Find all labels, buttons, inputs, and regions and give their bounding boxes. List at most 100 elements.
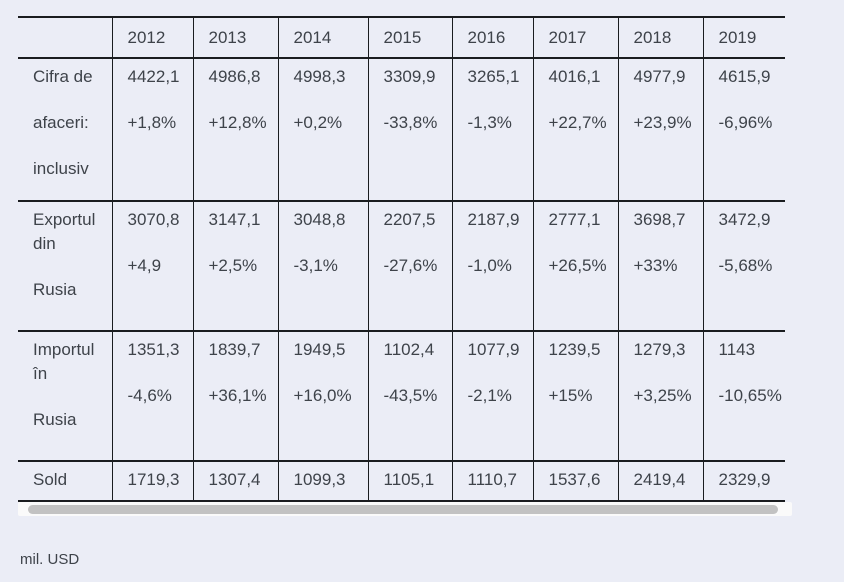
data-cell: 2187,9 -1,0% [451,201,533,331]
data-cell: 1537,6 [532,461,618,501]
cell-value: 4016,1 [548,67,601,86]
cell-value: 4422,1 [127,67,180,86]
cell-value: 2207,5 [383,210,436,229]
data-cell: 4977,9 +23,9% [617,58,703,201]
data-cell: 1279,3 +3,25% [617,331,703,461]
cell-value: 2187,9 [467,210,520,229]
row-label-line: Exportul din [33,210,96,253]
cell-value: 3070,8 [127,210,180,229]
cell-value: 2777,1 [548,210,601,229]
cell-value: 3698,7 [633,210,686,229]
cell-value: 4615,9 [718,67,771,86]
cell-value: 1077,9 [467,340,520,359]
row-label-cell: Importul în Rusia [18,331,112,461]
row-label-line: Importul în [33,340,95,383]
cell-value: 1102,4 [383,340,435,359]
row-label-cell: Sold [18,461,112,501]
data-cell: 1143 -10,65% [702,331,785,461]
data-cell: 1839,7 +36,1% [192,331,278,461]
table-row: Importul în Rusia 1351,3 -4,6% 1839,7 +36,1% 1… [18,331,785,461]
cell-value: 1143 [718,340,756,359]
cell-percent-change: +26,5% [548,256,607,275]
trade-table: 2012 2013 2014 2015 2016 2017 2018 2019 Cifra d… [18,16,785,502]
table-row: Sold 1719,3 1307,4 1099,3 1105,1 1110,7 1537,6… [18,461,785,501]
cell-percent-change: +3,25% [633,386,692,405]
year-header: 2017 [532,17,618,58]
cell-percent-change: -33,8% [383,113,438,132]
row-label-line: inclusiv [33,159,89,178]
cell-percent-change: +16,0% [293,386,352,405]
data-cell: 1307,4 [192,461,278,501]
cell-percent-change: +12,8% [208,113,267,132]
data-cell: 4422,1 +1,8% [111,58,193,201]
cell-value: 3472,9 [718,210,771,229]
data-cell: 1105,1 [367,461,452,501]
horizontal-scrollbar-track[interactable] [18,502,792,516]
cell-percent-change: -43,5% [383,386,438,405]
data-cell: 1110,7 [451,461,533,501]
cell-value: 1279,3 [633,340,686,359]
data-cell: 3147,1 +2,5% [192,201,278,331]
data-cell: 2777,1 +26,5% [532,201,618,331]
cell-value: 1105,1 [383,470,435,489]
data-cell: 2329,9 [702,461,785,501]
cell-value: 1949,5 [293,340,346,359]
cell-percent-change: -27,6% [383,256,438,275]
cell-percent-change: +33% [633,256,678,275]
cell-value: 2419,4 [633,470,686,489]
cell-value: 3309,9 [383,67,436,86]
horizontal-scrollbar-thumb[interactable] [28,504,778,514]
cell-value: 1839,7 [208,340,261,359]
cell-value: 3265,1 [467,67,520,86]
cell-value: 1351,3 [127,340,180,359]
row-label-cell: Cifra de afaceri: inclusiv [18,58,112,201]
year-header: 2014 [277,17,368,58]
cell-percent-change: -3,1% [293,256,338,275]
cell-value: 3048,8 [293,210,346,229]
cell-value: 1239,5 [548,340,601,359]
data-cell: 3472,9 -5,68% [702,201,785,331]
year-header: 2019 [702,17,785,58]
data-cell: 3070,8 +4,9 [111,201,193,331]
data-cell: 3698,7 +33% [617,201,703,331]
cell-percent-change: +15% [548,386,593,405]
cell-percent-change: +2,5% [208,256,258,275]
cell-percent-change: +4,9 [127,256,162,275]
row-label-line: Rusia [33,280,77,299]
cell-value: 3147,1 [208,210,261,229]
cell-value: 2329,9 [718,470,771,489]
cell-value: 1099,3 [293,470,346,489]
data-cell: 1077,9 -2,1% [451,331,533,461]
cell-percent-change: +0,2% [293,113,343,132]
cell-percent-change: -4,6% [127,386,172,405]
row-label-line: Cifra de [33,67,93,86]
cell-percent-change: -1,3% [467,113,512,132]
data-cell: 4986,8 +12,8% [192,58,278,201]
unit-label: mil. USD [20,551,80,568]
corner-cell [18,17,112,58]
data-cell: 1949,5 +16,0% [277,331,368,461]
year-header: 2015 [367,17,452,58]
header-row: 2012 2013 2014 2015 2016 2017 2018 2019 [18,17,785,58]
row-label-line: Rusia [33,410,77,429]
data-cell: 3309,9 -33,8% [367,58,452,201]
data-cell: 4016,1 +22,7% [532,58,618,201]
cell-percent-change: +36,1% [208,386,267,405]
cell-percent-change: +1,8% [127,113,177,132]
cell-percent-change: -10,65% [718,386,782,405]
cell-value: 1719,3 [127,470,180,489]
cell-value: 4986,8 [208,67,261,86]
data-cell: 2419,4 [617,461,703,501]
data-cell: 1351,3 -4,6% [111,331,193,461]
data-cell: 1102,4 -43,5% [367,331,452,461]
year-header: 2016 [451,17,533,58]
year-header: 2018 [617,17,703,58]
row-label-line: afaceri: [33,113,89,132]
data-cell: 1239,5 +15% [532,331,618,461]
data-cell: 3265,1 -1,3% [451,58,533,201]
data-cell: 4998,3 +0,2% [277,58,368,201]
data-cell: 2207,5 -27,6% [367,201,452,331]
data-cell: 1099,3 [277,461,368,501]
cell-percent-change: -2,1% [467,386,512,405]
row-label-cell: Exportul din Rusia [18,201,112,331]
